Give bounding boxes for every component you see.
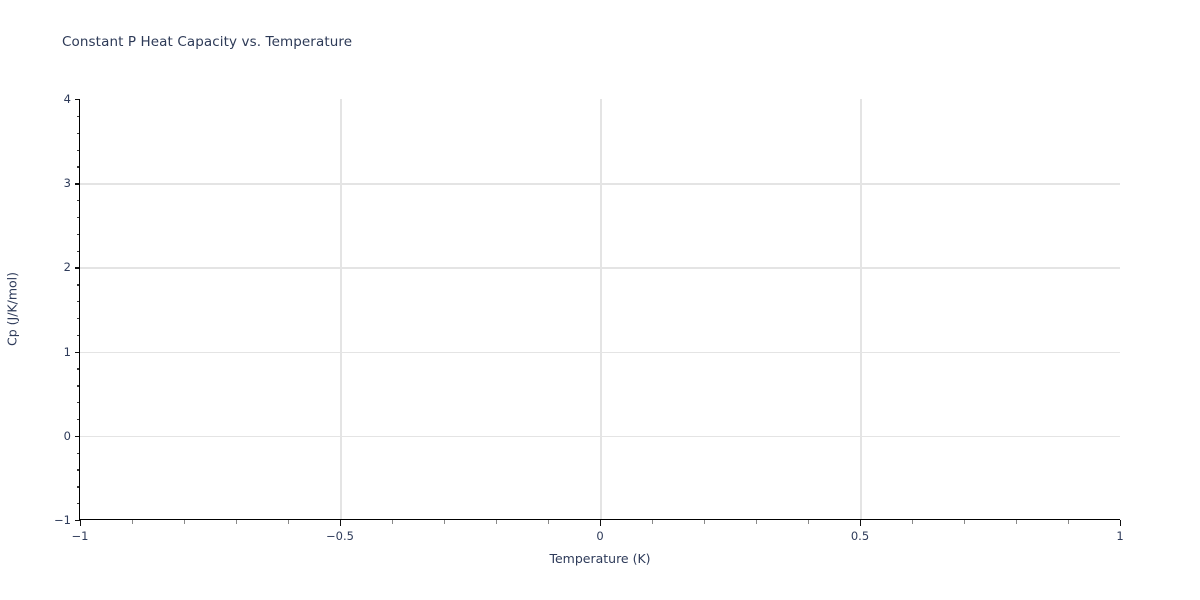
y-tick-minor [76,284,80,286]
x-tick-label: 0 [596,529,604,543]
gridline-vertical [340,99,342,520]
y-tick-mark [74,99,80,101]
y-tick-minor [76,200,80,202]
x-tick-minor [652,520,654,524]
x-tick-minor [496,520,498,524]
x-tick-mark [340,520,342,526]
x-tick-minor [1016,520,1018,524]
y-tick-minor [76,402,80,404]
y-tick-minor [76,250,80,252]
x-tick-mark [860,520,862,526]
plot-area[interactable]: −1 0 1 2 3 4 −1 −0.5 0 0.5 1 Temperature (K) Cp (… [5,92,1124,566]
data-series-layer [80,99,1120,520]
x-tick-mark [600,520,602,526]
x-tick-minor [444,520,446,524]
gridline-vertical [860,99,862,520]
y-tick-minor [76,115,80,118]
y-tick-minor [76,452,80,454]
x-tick-minor [964,520,966,524]
y-tick-minor [76,503,80,505]
x-tick-minor [912,520,914,524]
y-axis-label: Cp (J/K/mol) [4,272,20,346]
x-tick-minor [548,520,550,524]
x-tick-label: −1 [71,529,89,543]
y-tick-label: −1 [54,513,71,527]
y-axis-spine [79,99,81,520]
x-tick-minor [184,520,186,524]
y-tick-minor [76,334,80,337]
y-tick-minor [76,385,80,387]
y-tick-label: 1 [63,344,71,359]
x-tick-minor [808,520,810,524]
x-tick-minor [132,520,134,524]
y-tick-mark [74,351,80,353]
y-tick-minor [76,132,80,134]
x-tick-minor [756,520,758,524]
x-tick-minor [392,520,394,524]
x-tick-minor [288,520,290,524]
y-tick-label: 0 [63,428,71,443]
y-tick-minor [76,233,80,236]
y-tick-minor [76,301,80,303]
x-tick-minor [704,520,706,524]
y-tick-label: 2 [63,260,71,275]
y-tick-mark [74,267,80,269]
gridline-vertical [600,99,602,520]
x-tick-minor [1068,520,1070,524]
y-tick-minor [76,418,80,421]
y-tick-minor [76,149,80,151]
x-tick-mark [1120,520,1122,526]
x-axis-spine [79,519,1120,521]
x-tick-mark [80,520,82,526]
y-tick-mark [74,520,80,522]
chart-title: Constant P Heat Capacity vs. Temperature [62,34,353,50]
y-tick-mark [74,435,80,438]
y-tick-minor [76,368,80,370]
y-tick-minor [76,216,80,219]
x-tick-label: 1 [1116,529,1124,543]
y-tick-label: 4 [63,92,71,106]
y-tick-mark [74,183,80,185]
x-tick-label: −0.5 [326,529,354,543]
x-tick-minor [236,520,238,524]
y-tick-minor [76,166,80,168]
y-tick-minor [76,486,80,488]
y-tick-label: 3 [63,176,71,191]
y-tick-minor [76,469,80,471]
y-tick-minor [76,317,80,320]
x-tick-label: 0.5 [850,529,870,543]
x-axis-label: Temperature (K) [549,551,651,566]
